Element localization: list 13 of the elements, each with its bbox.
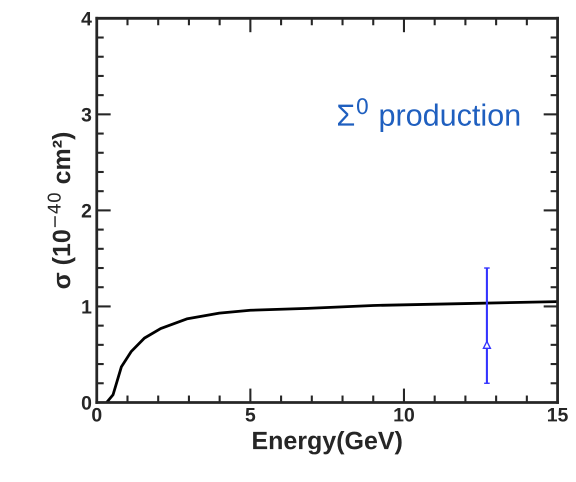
y-tick-label: 1	[82, 300, 92, 314]
line-series	[105, 300, 558, 402]
y-tick-label: 3	[82, 108, 92, 122]
x-tick-label: 15	[548, 408, 568, 422]
y-tick-label: 0	[82, 396, 92, 410]
x-tick-label: 0	[92, 408, 102, 422]
x-tick-label: 10	[394, 408, 414, 422]
x-tick-label: 5	[246, 408, 256, 422]
y-tick-label: 4	[81, 12, 92, 26]
annotation: Σ$^{0}$ production	[338, 98, 520, 132]
y-tick-label: 2	[82, 204, 92, 218]
y-axis-title: σ (10$^{−40}$ cm²)	[48, 132, 76, 288]
x-axis-title: Energy(GeV)	[253, 431, 402, 454]
